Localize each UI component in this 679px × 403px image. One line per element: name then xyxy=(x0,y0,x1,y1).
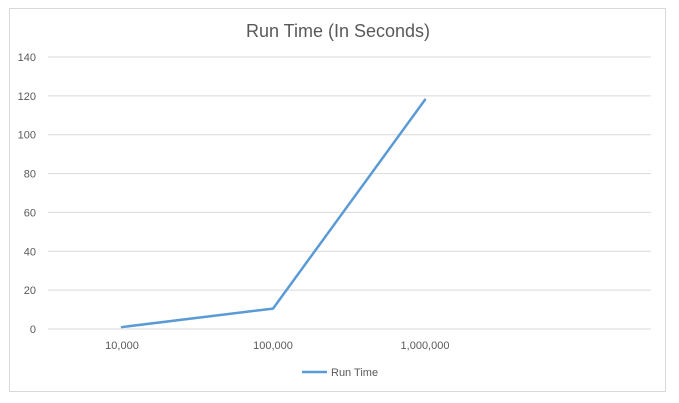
x-tick-label: 100,000 xyxy=(253,340,293,352)
y-tick-label: 100 xyxy=(18,130,36,142)
y-tick-label: 60 xyxy=(24,207,36,219)
series-line-run-time xyxy=(120,98,427,329)
y-tick-label: 120 xyxy=(18,91,36,103)
y-tick-label: 140 xyxy=(18,52,36,64)
x-axis-tick-labels: 10,000 100,000 1,000,000 xyxy=(105,340,449,352)
chart-frame xyxy=(9,8,666,392)
y-tick-label: 40 xyxy=(24,246,36,258)
legend: Run Time xyxy=(302,367,378,379)
y-tick-label: 80 xyxy=(24,169,36,181)
y-tick-label: 0 xyxy=(30,324,36,336)
x-tick-label: 1,000,000 xyxy=(401,340,450,352)
gridlines xyxy=(48,56,651,330)
chart-title: Run Time (In Seconds) xyxy=(246,21,430,41)
y-axis-tick-labels: 0 20 40 60 80 100 120 140 xyxy=(18,52,36,336)
legend-label-run-time: Run Time xyxy=(331,367,378,379)
x-tick-label: 10,000 xyxy=(105,340,139,352)
series-layer xyxy=(120,98,427,329)
y-tick-label: 20 xyxy=(24,285,36,297)
